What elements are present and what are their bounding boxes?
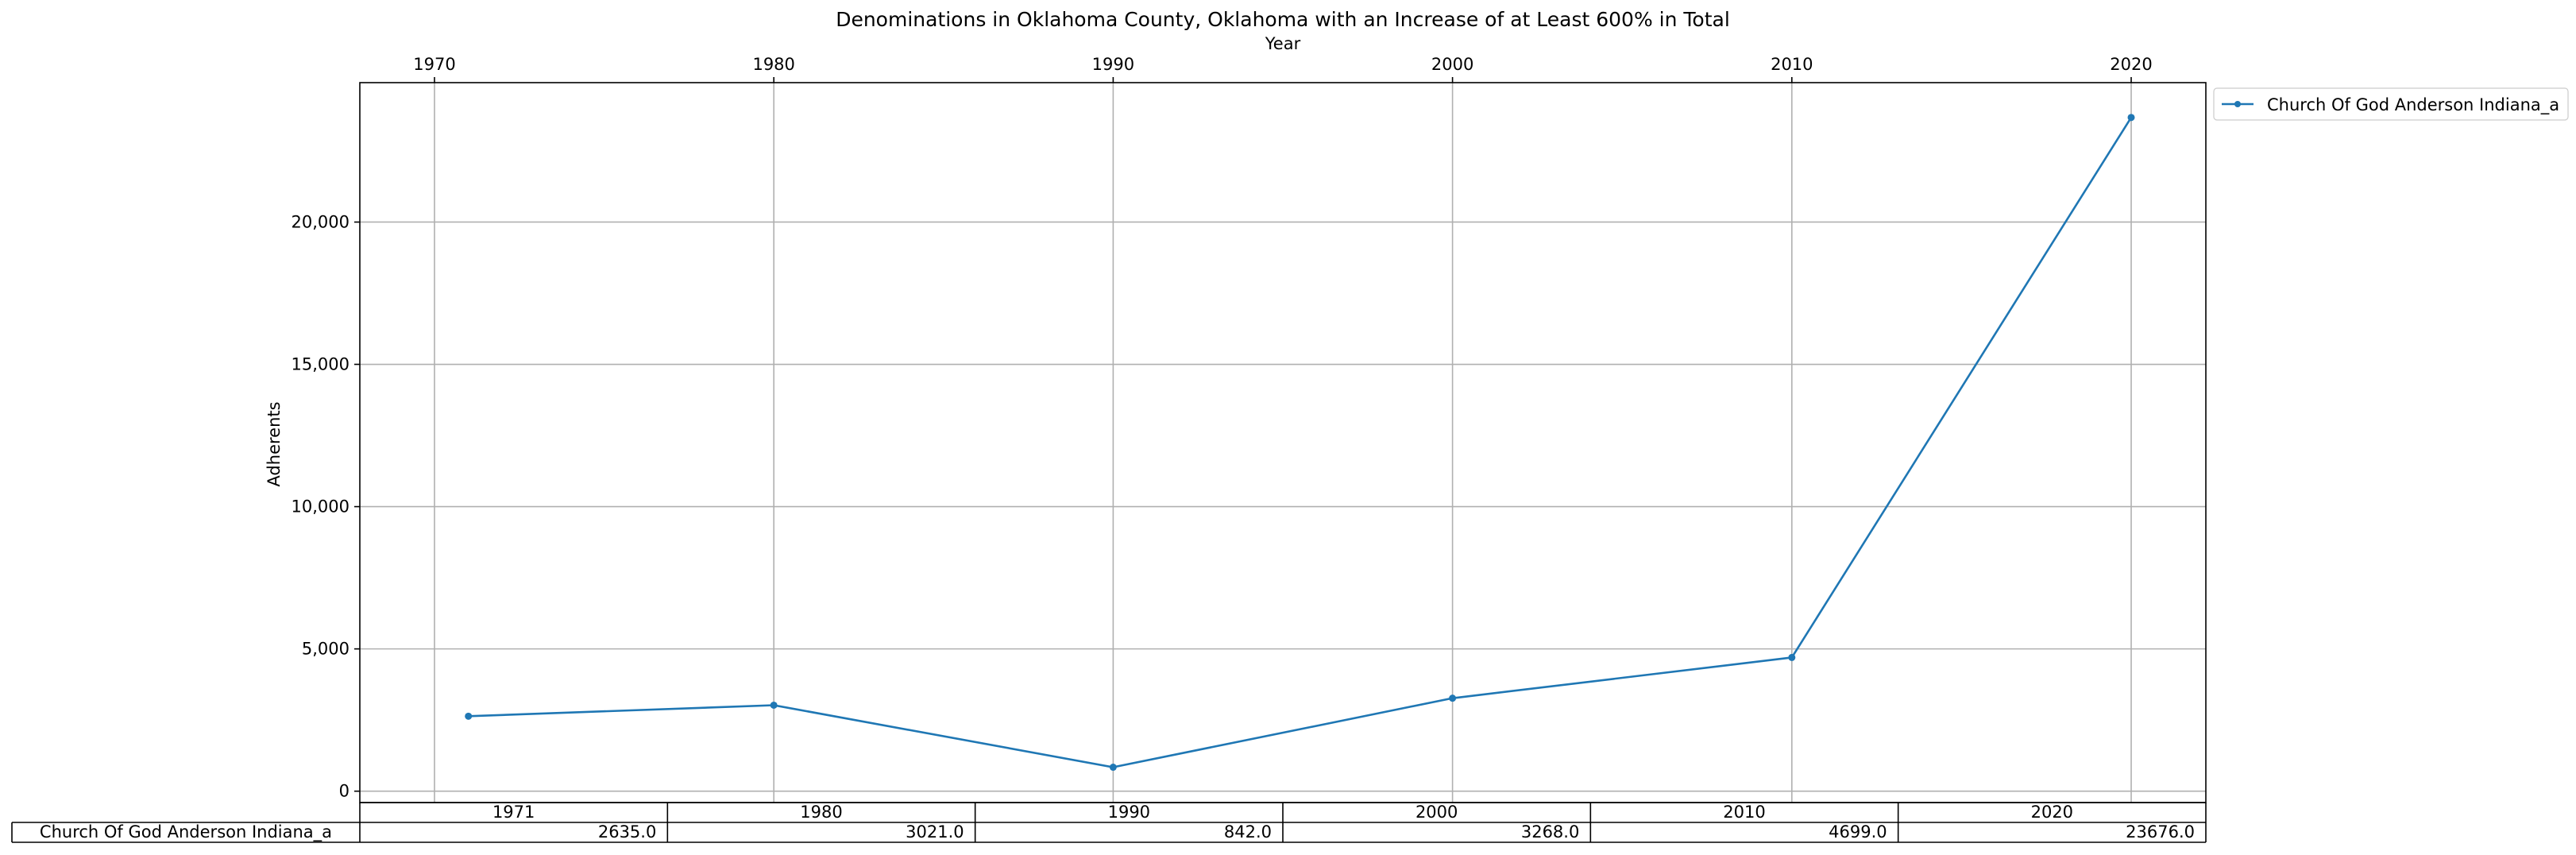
data-point xyxy=(1788,653,1796,661)
series-layer xyxy=(465,114,2135,772)
data-point xyxy=(1109,764,1117,772)
x-axis-label: Year xyxy=(1265,34,1301,53)
y-tick-label: 0 xyxy=(339,782,350,801)
grid xyxy=(360,83,2206,803)
data-point xyxy=(1449,694,1457,702)
legend: Church Of God Anderson Indiana_a xyxy=(2213,87,2569,121)
y-axis-label: Adherents xyxy=(265,401,284,486)
table-cell: 2635.0 xyxy=(598,822,656,841)
axis-ticks: 1970 1980 1990 2000 2010 2020 0 5,000 10,000 15,0… xyxy=(292,55,2153,801)
x-tick-label: 1990 xyxy=(1092,55,1134,74)
table-cell: 23676.0 xyxy=(2126,822,2195,841)
table-column-header: 2010 xyxy=(1723,803,1765,822)
x-tick-label: 2020 xyxy=(2110,55,2152,74)
y-tick-label: 20,000 xyxy=(292,212,350,231)
table-column-header: 2020 xyxy=(2031,803,2073,822)
y-tick-label: 10,000 xyxy=(292,497,350,516)
legend-box xyxy=(2213,87,2569,121)
x-tick-label: 2010 xyxy=(1771,55,1813,74)
table-column-header: 1990 xyxy=(1108,803,1150,822)
data-point xyxy=(2127,114,2135,122)
table-cell: 842.0 xyxy=(1224,822,1272,841)
y-tick-label: 15,000 xyxy=(292,355,350,374)
table-column-header: 2000 xyxy=(1415,803,1458,822)
table-column-header: 1971 xyxy=(492,803,535,822)
data-point xyxy=(465,712,473,720)
x-tick-label: 1970 xyxy=(413,55,455,74)
table-cell: 3268.0 xyxy=(1521,822,1579,841)
plot-frame xyxy=(359,82,2207,803)
data-point xyxy=(770,701,778,709)
legend-entry-label: Church Of God Anderson Indiana_a xyxy=(2267,95,2559,115)
y-tick-label: 5,000 xyxy=(302,640,350,659)
table-cell: 4699.0 xyxy=(1829,822,1887,841)
data-table: 1971 1980 1990 2000 2010 2020 Church Of God An… xyxy=(11,802,2207,843)
x-tick-label: 2000 xyxy=(1431,55,1473,74)
series-line xyxy=(468,117,2133,768)
chart-title: Denominations in Oklahoma County, Oklaho… xyxy=(836,8,1730,31)
table-column-header: 1980 xyxy=(800,803,842,822)
table-row-label: Church Of God Anderson Indiana_a xyxy=(40,822,332,842)
x-tick-label: 1980 xyxy=(752,55,794,74)
legend-dot-marker xyxy=(2234,101,2241,107)
table-cell: 3021.0 xyxy=(906,822,964,841)
